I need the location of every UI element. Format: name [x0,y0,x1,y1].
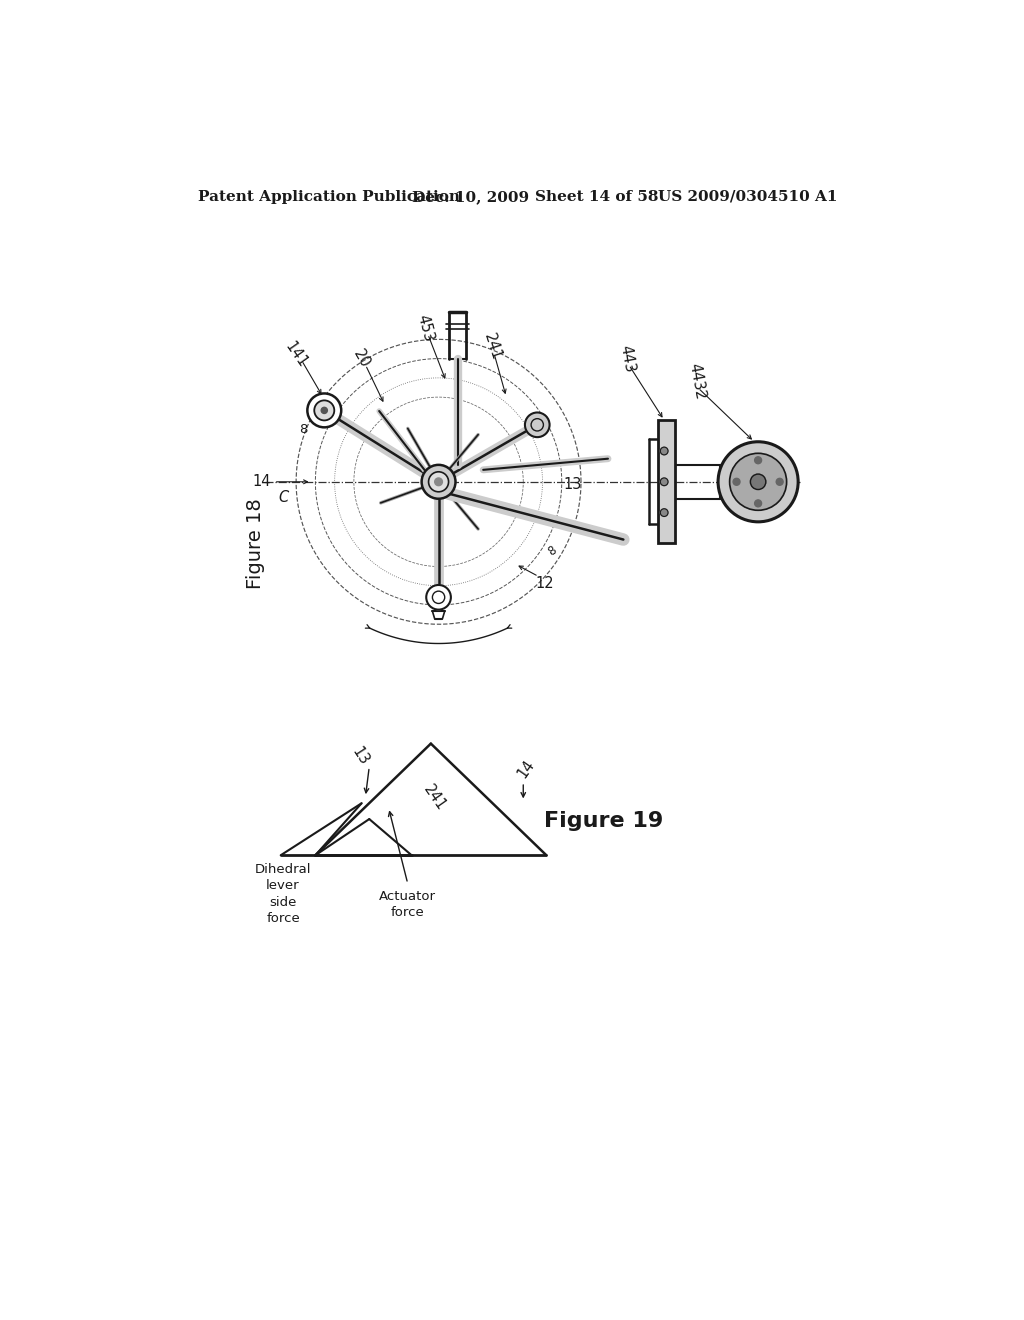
Circle shape [307,393,341,428]
Text: US 2009/0304510 A1: US 2009/0304510 A1 [658,190,838,203]
Text: 8: 8 [546,544,559,558]
Circle shape [660,478,668,486]
Text: 453: 453 [415,313,436,343]
Text: Dihedral
lever
side
force: Dihedral lever side force [255,863,311,925]
Text: 241: 241 [481,331,504,363]
Text: C: C [278,490,288,504]
Text: Patent Application Publication: Patent Application Publication [199,190,461,203]
Circle shape [660,447,668,455]
Circle shape [314,400,334,420]
Circle shape [322,408,328,413]
Text: Figure 19: Figure 19 [545,810,664,830]
Text: 13: 13 [349,744,372,768]
Circle shape [422,465,456,499]
Text: 8: 8 [300,422,308,436]
Text: Actuator
force: Actuator force [379,890,436,920]
Text: AA: AA [428,586,449,601]
Text: Sheet 14 of 58: Sheet 14 of 58 [535,190,658,203]
Text: Dec. 10, 2009: Dec. 10, 2009 [412,190,528,203]
Circle shape [755,500,762,507]
Circle shape [776,478,783,486]
Circle shape [733,478,740,486]
Text: 20: 20 [350,347,373,371]
Text: 14: 14 [252,474,270,490]
Text: 13: 13 [563,477,582,491]
Bar [658,420,675,544]
Circle shape [730,453,786,511]
Circle shape [718,442,798,521]
Text: 12: 12 [536,576,554,591]
Text: 14: 14 [514,758,537,781]
Text: 4432: 4432 [686,362,708,401]
Circle shape [525,412,550,437]
Circle shape [751,474,766,490]
Circle shape [426,585,451,610]
Circle shape [435,478,442,486]
Circle shape [660,508,668,516]
Text: 241: 241 [421,781,449,813]
Text: 141: 141 [282,339,310,371]
Circle shape [429,471,449,492]
Text: Figure 18: Figure 18 [246,498,265,589]
Text: 443: 443 [617,343,637,374]
Circle shape [755,457,762,463]
